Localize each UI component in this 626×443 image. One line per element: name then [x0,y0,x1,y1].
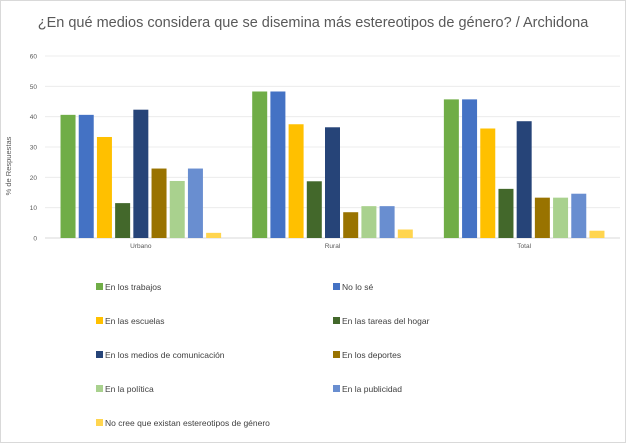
bar [206,232,222,238]
legend-label: En la política [105,384,154,394]
bar [169,180,185,238]
legend-swatch [96,351,103,358]
bar [443,99,459,238]
y-tick-label: 10 [30,205,38,212]
x-axis-categories: Urbano Rural Total [130,243,531,250]
bar [96,136,112,238]
x-tick-label: Total [517,243,531,250]
legend-label: En las escuelas [105,316,165,326]
legend-label: En los deportes [342,350,401,360]
bar [187,168,203,238]
y-tick-label: 40 [30,114,38,121]
bar [498,188,514,238]
bar [325,127,340,238]
bar [270,91,286,239]
bar [343,212,359,238]
x-tick-label: Urbano [130,243,152,250]
y-tick-label: 30 [30,145,38,152]
legend-swatch [96,385,103,392]
y-tick-label: 50 [30,84,38,91]
y-tick-label: 0 [33,236,37,243]
x-tick-label: Rural [325,243,341,250]
legend-swatch [96,419,103,426]
legend-swatch [96,283,103,290]
y-tick-label: 20 [30,175,38,182]
bar [534,197,550,238]
bar [252,91,268,239]
y-axis-label: % de Respuestas [4,136,13,195]
legend: En los trabajos No lo sé En las escuelas En… [96,282,430,428]
bar [60,114,76,238]
legend-swatch [333,351,340,358]
bar [133,109,149,238]
y-tick-label: 60 [30,54,38,61]
bar [462,99,478,238]
legend-swatch [333,317,340,324]
legend-label: En los medios de comunicación [105,350,225,360]
chart-title: ¿En qué medios considera que se disemina… [37,15,589,31]
bar [151,168,167,238]
bar [361,206,377,238]
bar [516,121,532,238]
bar [306,181,322,238]
bar [589,230,605,238]
legend-label: No lo sé [342,282,373,292]
legend-label: No cree que existan estereotipos de géne… [105,418,270,428]
legend-swatch [333,283,340,290]
bar [115,203,131,238]
bar [397,229,413,238]
bar [571,193,587,238]
legend-swatch [96,317,103,324]
bar [288,124,304,238]
legend-swatch [333,385,340,392]
legend-label: En las tareas del hogar [342,316,430,326]
legend-label: En la publicidad [342,384,402,394]
legend-label: En los trabajos [105,282,161,292]
bar [480,128,496,238]
bar [78,114,94,238]
y-axis-ticks: 0 10 20 30 40 50 60 [30,54,38,243]
bar [379,206,395,238]
bar [553,197,569,238]
bars [60,91,605,239]
